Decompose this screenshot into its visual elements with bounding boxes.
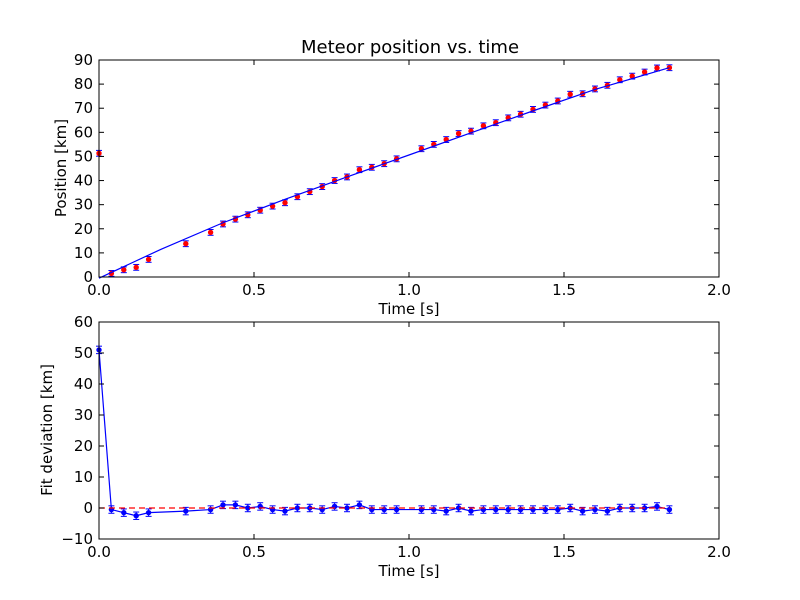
data-point	[654, 65, 660, 71]
y-tick-label: 10	[74, 468, 93, 486]
y-tick-label: 0	[83, 268, 93, 286]
deviation-data-marks	[96, 345, 673, 520]
data-point	[468, 508, 474, 514]
chart-title: Meteor position vs. time	[301, 37, 519, 58]
y-axis-label: Fit deviation [km]	[38, 364, 56, 496]
data-point	[220, 502, 226, 508]
data-point	[121, 509, 127, 516]
y-tick-label: 10	[74, 244, 93, 262]
y-tick-label: −10	[61, 530, 93, 548]
y-axis-label: Position [km]	[52, 119, 70, 217]
data-point	[145, 256, 152, 263]
x-tick-label: 0.0	[87, 281, 111, 299]
data-point	[133, 264, 139, 271]
y-tick-label: 30	[74, 406, 93, 424]
x-tick-label: 1.5	[552, 543, 576, 561]
plot-area	[99, 60, 719, 277]
data-point	[183, 241, 189, 247]
y-tick-label: 0	[83, 499, 93, 517]
y-tick-label: 70	[74, 99, 93, 117]
x-axis-label: Time [s]	[378, 562, 440, 580]
data-point	[666, 506, 673, 513]
data-point	[145, 509, 152, 516]
data-point	[579, 508, 586, 514]
y-tick-label: 40	[74, 172, 93, 190]
y-tick-label: 80	[74, 75, 93, 93]
y-tick-label: 60	[74, 123, 93, 141]
y-tick-label: 20	[74, 437, 93, 455]
y-tick-label: 30	[74, 196, 93, 214]
data-point	[282, 200, 288, 206]
data-point	[232, 502, 239, 508]
x-tick-label: 2.0	[707, 543, 731, 561]
deviation-chart: 0.0 0.5 1.0 1.5 2.0 −10 0 10 20 30 40 50 60 Time [s]…	[38, 313, 731, 580]
data-point	[183, 508, 189, 514]
data-point	[207, 229, 214, 236]
data-point	[121, 267, 127, 273]
position-data-marks	[96, 64, 673, 279]
axis-ticks: 0.0 0.5 1.0 1.5 2.0 0 10 20 30 40 50 60 70 80 90	[74, 51, 731, 299]
y-tick-label: 50	[74, 344, 93, 362]
y-tick-label: 90	[74, 51, 93, 69]
data-point	[604, 508, 611, 514]
data-point	[443, 508, 449, 514]
x-tick-label: 0.5	[242, 281, 266, 299]
data-point	[344, 505, 350, 511]
axis-ticks: 0.0 0.5 1.0 1.5 2.0 −10 0 10 20 30 40 50 60	[61, 313, 731, 561]
x-tick-label: 1.0	[397, 543, 421, 561]
data-point	[455, 130, 462, 137]
series-line	[98, 67, 670, 279]
data-point	[356, 502, 363, 508]
data-point	[282, 508, 288, 514]
data-point	[294, 505, 301, 511]
position-chart: Meteor position vs. time 0.0 0.5 1.0 1.5 2.0…	[52, 37, 731, 318]
plot-area	[99, 322, 719, 539]
y-tick-label: 50	[74, 147, 93, 165]
x-tick-label: 1.5	[552, 281, 576, 299]
data-point	[654, 503, 660, 510]
x-tick-label: 0.5	[242, 543, 266, 561]
data-point	[133, 513, 139, 519]
data-point	[567, 91, 573, 97]
x-tick-label: 2.0	[707, 281, 731, 299]
x-tick-label: 1.0	[397, 281, 421, 299]
data-point	[555, 506, 561, 513]
data-point	[641, 69, 648, 75]
x-tick-label: 0.0	[87, 543, 111, 561]
x-axis-label: Time [s]	[378, 300, 440, 318]
data-point	[356, 167, 363, 173]
y-tick-label: 20	[74, 220, 93, 238]
data-point	[393, 506, 400, 513]
y-tick-label: 40	[74, 375, 93, 393]
y-tick-label: 60	[74, 313, 93, 331]
